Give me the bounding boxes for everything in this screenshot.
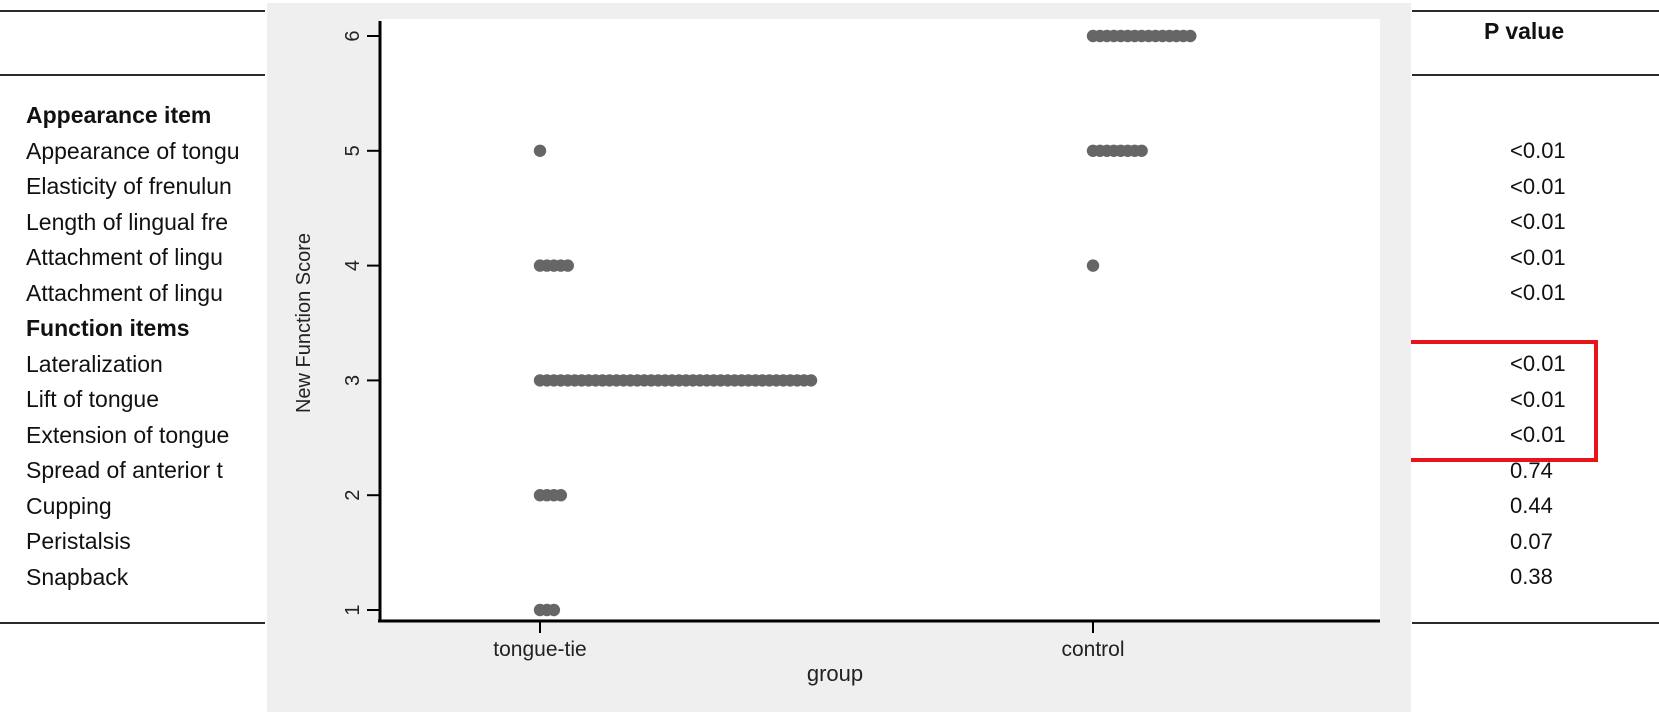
table-row-label: Elasticity of frenulun	[26, 173, 232, 199]
table-row-labels: Appearance item Appearance of tongu Elas…	[26, 98, 266, 595]
pvalue-cell: <0.01	[1510, 244, 1566, 270]
table-header-rule-right	[1412, 74, 1659, 76]
pvalue-cell: <0.01	[1510, 209, 1566, 234]
table-row-label: Spread of anterior t	[26, 457, 223, 483]
table-top-rule-right	[1412, 10, 1659, 12]
table-row-label: Lateralization	[26, 350, 163, 377]
y-tick-label: 1	[342, 604, 364, 615]
highlight-box	[1405, 340, 1598, 462]
data-point	[533, 144, 547, 157]
table-bottom-rule-right	[1412, 622, 1659, 624]
table-row-label: Attachment of lingu	[26, 244, 223, 270]
pvalue-cell: <0.01	[1510, 422, 1566, 447]
x-tick-label: control	[1061, 638, 1124, 661]
table-row-label: Cupping	[26, 492, 112, 519]
x-axis-ticks: tongue-tie control	[493, 621, 1125, 661]
data-point	[1184, 29, 1197, 43]
table-row-label: Length of lingual fre	[26, 208, 229, 235]
pvalue-cell: 0.44	[1510, 493, 1553, 518]
table-row-label: Snapback	[26, 563, 129, 590]
x-axis-label: group	[807, 661, 863, 686]
pvalue-cell: <0.01	[1510, 386, 1566, 412]
y-tick-label: 3	[342, 375, 364, 386]
table-top-rule-left	[0, 10, 265, 12]
table-row-label: Attachment of lingu	[26, 279, 223, 306]
plot-panel: 1 2 3 4 5 6 tongue-tie control group New Funct…	[267, 3, 1411, 712]
y-tick-label: 6	[342, 30, 364, 41]
pvalue-column-header: P value	[1484, 18, 1565, 44]
pvalue-column: <0.01 <0.01 <0.01 <0.01 <0.01 <0.01 <0.0…	[1510, 133, 1570, 595]
scatter-chart: 1 2 3 4 5 6 tongue-tie control group New Funct…	[293, 19, 1380, 686]
table-row-label: Appearance of tongu	[26, 137, 240, 164]
x-tick-label: tongue-tie	[493, 638, 586, 661]
data-points	[533, 29, 1197, 617]
y-axis-label: New Function Score	[293, 233, 315, 413]
y-tick-label: 5	[342, 145, 364, 156]
data-point	[804, 374, 818, 387]
table-row-label: Appearance item	[26, 102, 212, 128]
table-header-rule-left	[0, 74, 265, 76]
table-row-label: Lift of tongue	[26, 386, 159, 412]
data-point	[547, 603, 561, 617]
y-tick-label: 2	[342, 490, 364, 501]
pvalue-cell: <0.01	[1510, 138, 1566, 163]
data-point	[554, 489, 568, 502]
y-tick-label: 4	[342, 260, 364, 271]
plot-area	[380, 19, 1380, 619]
table-row-label: Function items	[26, 315, 190, 341]
pvalue-cell: <0.01	[1510, 351, 1566, 376]
pvalue-cell: 0.38	[1510, 564, 1553, 589]
table-row-label: Extension of tongue	[26, 421, 230, 448]
data-point	[561, 259, 574, 272]
pvalue-cell: <0.01	[1510, 280, 1566, 305]
data-point	[1135, 144, 1148, 157]
y-axis-ticks: 1 2 3 4 5 6	[342, 30, 380, 616]
pvalue-cell: <0.01	[1510, 173, 1566, 199]
table-bottom-rule-left	[0, 622, 265, 624]
data-point	[1086, 259, 1100, 272]
pvalue-cell: 0.07	[1510, 528, 1553, 554]
table-row-label: Peristalsis	[26, 528, 131, 554]
